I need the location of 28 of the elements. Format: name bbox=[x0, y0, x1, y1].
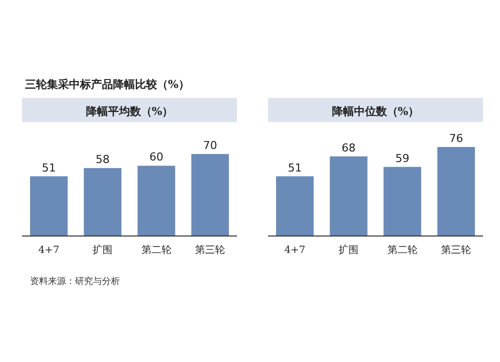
data-label: 59 bbox=[395, 152, 410, 165]
data-label: 60 bbox=[149, 150, 164, 164]
x-tick-label: 4+7 bbox=[284, 245, 306, 256]
x-tick-label: 扩围 bbox=[338, 244, 359, 256]
x-tick-label: 第二轮 bbox=[387, 244, 418, 256]
x-tick-label: 第三轮 bbox=[195, 244, 226, 256]
data-label: 51 bbox=[288, 161, 302, 174]
data-label: 76 bbox=[449, 132, 464, 145]
text: 三轮集采中标产品降幅比较（%） bbox=[25, 78, 190, 91]
x-tick-label: 4+7 bbox=[38, 245, 60, 256]
x-tick-label: 第三轮 bbox=[441, 244, 472, 256]
bar bbox=[437, 147, 475, 236]
bar bbox=[30, 176, 68, 236]
bar bbox=[138, 166, 176, 236]
data-label: 70 bbox=[203, 139, 218, 152]
bar bbox=[330, 156, 368, 236]
text: 资料来源：研究与分析 bbox=[30, 276, 120, 287]
x-tick-label: 扩围 bbox=[92, 244, 113, 256]
bar bbox=[276, 176, 314, 236]
chart-title: 降幅中位数（%） bbox=[332, 105, 420, 118]
data-label: 58 bbox=[96, 153, 110, 166]
bar bbox=[191, 154, 229, 236]
data-label: 51 bbox=[42, 161, 56, 174]
bar bbox=[384, 166, 422, 236]
data-label: 68 bbox=[342, 141, 356, 154]
bar bbox=[84, 168, 122, 236]
x-tick-label: 第二轮 bbox=[141, 244, 172, 256]
chart-title: 降幅平均数（%） bbox=[86, 105, 174, 118]
